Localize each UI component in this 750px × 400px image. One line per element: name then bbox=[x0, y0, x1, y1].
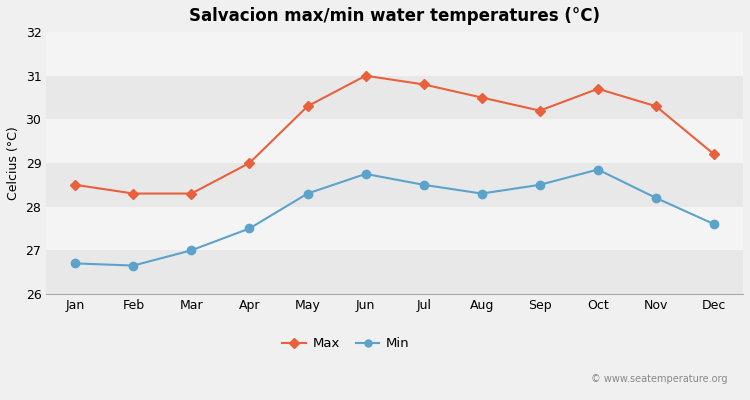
Bar bbox=[46, 76, 743, 119]
Max bbox=[70, 182, 80, 187]
Bar bbox=[46, 119, 743, 163]
Min bbox=[187, 248, 196, 253]
Min bbox=[419, 182, 428, 187]
Line: Min: Min bbox=[71, 165, 718, 270]
Title: Salvacion max/min water temperatures (°C): Salvacion max/min water temperatures (°C… bbox=[189, 7, 600, 25]
Max bbox=[536, 108, 544, 113]
Bar bbox=[46, 250, 743, 294]
Max bbox=[710, 152, 718, 157]
Min bbox=[593, 167, 602, 172]
Max bbox=[245, 160, 254, 165]
Max bbox=[477, 95, 486, 100]
Max bbox=[652, 104, 661, 109]
Max bbox=[361, 73, 370, 78]
Min bbox=[245, 226, 254, 231]
Min bbox=[70, 261, 80, 266]
Max bbox=[187, 191, 196, 196]
Bar bbox=[46, 163, 743, 207]
Legend: Max, Min: Max, Min bbox=[277, 332, 415, 356]
Min bbox=[129, 263, 138, 268]
Y-axis label: Celcius (°C): Celcius (°C) bbox=[7, 126, 20, 200]
Text: © www.seatemperature.org: © www.seatemperature.org bbox=[591, 374, 728, 384]
Min bbox=[652, 196, 661, 200]
Max bbox=[419, 82, 428, 87]
Bar bbox=[46, 207, 743, 250]
Line: Max: Max bbox=[72, 72, 718, 197]
Min bbox=[477, 191, 486, 196]
Max bbox=[303, 104, 312, 109]
Bar bbox=[46, 32, 743, 76]
Max bbox=[129, 191, 138, 196]
Min bbox=[710, 222, 718, 226]
Min bbox=[303, 191, 312, 196]
Max bbox=[593, 86, 602, 91]
Min bbox=[361, 172, 370, 176]
Min bbox=[536, 182, 544, 187]
